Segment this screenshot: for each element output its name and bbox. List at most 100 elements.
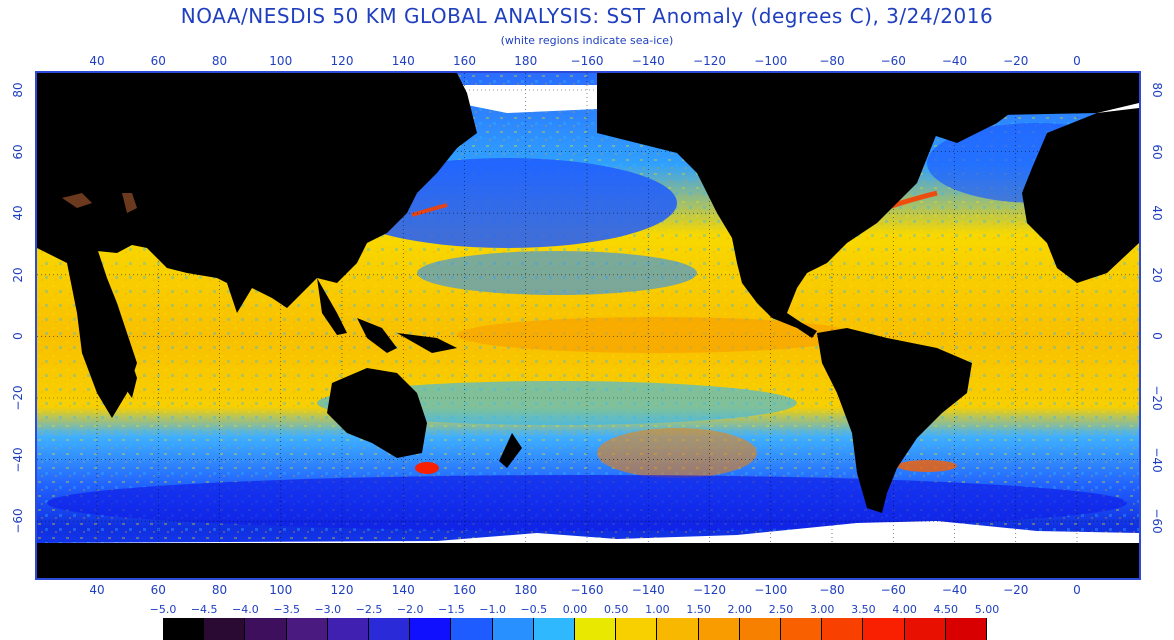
lat-label: −20 [11, 385, 25, 411]
lat-label: −40 [11, 446, 25, 473]
lon-label: 40 [89, 54, 105, 68]
colorbar-swatch [739, 618, 782, 640]
lat-label: 60 [1150, 143, 1164, 160]
lon-label: 160 [453, 583, 476, 597]
lon-label: −100 [754, 583, 788, 597]
lat-label: 0 [1150, 332, 1164, 341]
map-subtitle: (white regions indicate sea-ice) [500, 34, 674, 47]
lat-label: 20 [11, 267, 25, 283]
lon-label: 0 [1073, 54, 1081, 68]
lat-label: 80 [1150, 82, 1164, 98]
lat-label: 40 [11, 205, 25, 221]
lon-label: −60 [880, 54, 906, 68]
lon-label: −160 [570, 54, 604, 68]
lon-label: 140 [391, 583, 415, 597]
colorbar-swatch [863, 618, 905, 640]
colorbar-tick-label: 1.00 [645, 603, 670, 616]
map-title: NOAA/NESDIS 50 KM GLOBAL ANALYSIS: SST A… [180, 4, 994, 28]
kuroshio-warm [411, 203, 448, 217]
colorbar-swatch [451, 618, 493, 640]
colorbar-tick-label: 0.50 [603, 603, 629, 616]
lat-label: 0 [11, 332, 25, 341]
colorbar-tick-label: 3.00 [809, 603, 835, 616]
lon-label: 160 [453, 54, 476, 68]
southern-ocean-cool-band [47, 475, 1127, 531]
lon-label: 40 [89, 583, 105, 597]
madagascar [125, 363, 137, 398]
colorbar-tick-label: 2.50 [768, 603, 794, 616]
lon-label: 80 [211, 583, 228, 597]
eurasia-africa [37, 73, 477, 313]
lon-label: 100 [269, 583, 293, 597]
colorbar-tick-label: −3.5 [273, 603, 300, 616]
colorbar-tick-label: −1.0 [479, 603, 506, 616]
tasman-warm [415, 462, 439, 474]
colorbar-tick-label: −4.5 [190, 603, 218, 616]
colorbar-swatch [327, 618, 370, 640]
south-atlantic-warm [897, 460, 957, 472]
africa [37, 223, 137, 418]
colorbar-swatch [698, 618, 740, 640]
colorbar-tick-label: 1.50 [686, 603, 711, 616]
colorbar-swatch [245, 618, 287, 640]
lat-label: −40 [1150, 446, 1164, 473]
colorbar-swatch [533, 618, 576, 640]
colorbar-tick-label: −1.5 [438, 603, 465, 616]
lon-label: −100 [754, 54, 788, 68]
lon-label: −80 [819, 583, 845, 597]
north-america [597, 73, 1139, 338]
lon-label: −20 [1003, 583, 1029, 597]
colorbar-tick-label: 4.00 [892, 603, 917, 616]
colorbar-tick-label: −5.0 [149, 603, 177, 616]
colorbar-swatch [904, 618, 946, 640]
lon-label: −20 [1003, 54, 1029, 68]
lon-label: −140 [631, 583, 665, 597]
colorbar-tick-label: 4.50 [933, 603, 959, 616]
colorbar-swatch [410, 618, 452, 640]
colorbar-tick-label: −2.0 [396, 603, 424, 616]
lat-label: 60 [11, 143, 25, 160]
lon-label: −40 [941, 583, 968, 597]
australia [327, 368, 427, 458]
lon-label: 180 [514, 583, 538, 597]
colorbar [163, 618, 988, 640]
colorbar-tick-label: −3.0 [314, 603, 342, 616]
colorbar-swatch [822, 618, 864, 640]
lon-label: −160 [570, 583, 604, 597]
aral-brown [122, 193, 137, 213]
lat-label: −60 [11, 508, 25, 534]
lat-label: 40 [1150, 205, 1164, 221]
colorbar-tick-label: −2.5 [355, 603, 383, 616]
lon-label: 60 [150, 54, 166, 68]
lon-label: 0 [1073, 583, 1081, 597]
lat-label: −60 [1150, 508, 1164, 534]
colorbar-tick-label: 0.00 [562, 603, 588, 616]
colorbar-swatch [492, 618, 534, 640]
south-pacific-warm-anomaly [597, 428, 757, 478]
colorbar-swatch [204, 618, 246, 640]
lon-label: −120 [693, 583, 726, 597]
south-pacific-cool-band [317, 381, 797, 425]
colorbar-tick-label: 2.00 [727, 603, 753, 616]
colorbar-swatch [616, 618, 658, 640]
lon-label: 140 [391, 54, 415, 68]
colorbar-swatch [575, 618, 617, 640]
colorbar-swatch [369, 618, 411, 640]
lon-label: 60 [150, 583, 166, 597]
colorbar-swatch [657, 618, 699, 640]
colorbar-tick-label: 5.00 [974, 603, 1000, 616]
graticule [37, 73, 1139, 578]
maritime-continent [317, 278, 457, 353]
new-zealand [499, 433, 522, 468]
lon-label: 180 [514, 54, 538, 68]
lon-label: −140 [631, 54, 665, 68]
lat-label: 20 [1150, 267, 1164, 283]
lon-label: −80 [819, 54, 845, 68]
lon-label: −60 [880, 583, 906, 597]
colorbar-swatch [163, 618, 205, 640]
caspian-brown [62, 193, 92, 208]
colorbar-tick-label: −0.5 [520, 603, 548, 616]
colorbar-swatch [945, 618, 988, 640]
lon-label: 120 [330, 54, 354, 68]
colorbar-swatch [781, 618, 823, 640]
